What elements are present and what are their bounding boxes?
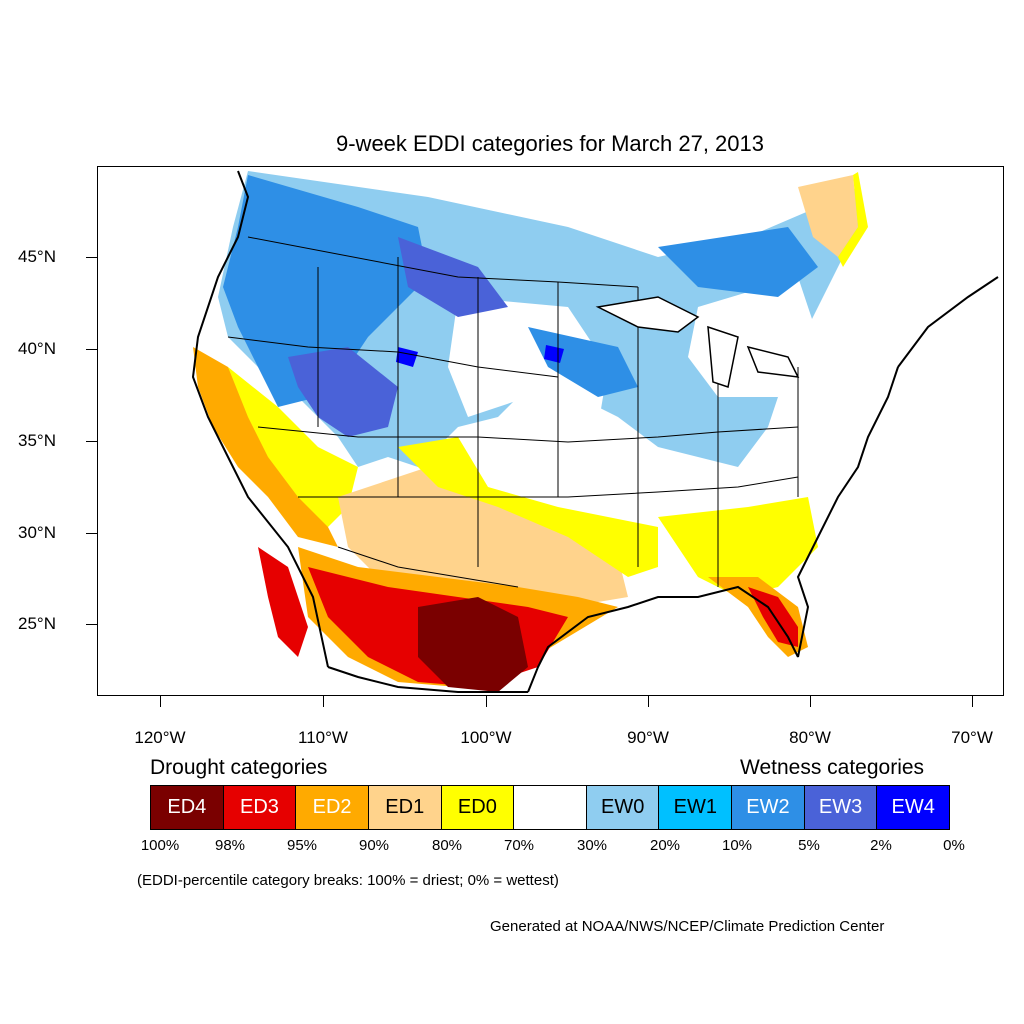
lat-tick (86, 533, 97, 534)
legend-box-ed3: ED3 (223, 786, 297, 829)
legend-box-ed1: ED1 (368, 786, 442, 829)
pct-label: 30% (576, 837, 608, 854)
pct-label: 90% (358, 837, 390, 854)
pct-label: 95% (286, 837, 318, 854)
lat-label-40: 40°N (18, 339, 56, 358)
dry-baja-ed3 (258, 547, 308, 657)
wet-upper-midwest (528, 327, 638, 397)
legend-box-neutral (514, 786, 587, 829)
drought-heading: Drought categories (150, 756, 328, 779)
pct-label: 80% (431, 837, 463, 854)
wet-montana (398, 237, 508, 317)
lon-label-100: 100°W (460, 728, 512, 747)
lon-tick (160, 696, 161, 707)
wet-rockies (288, 347, 398, 437)
wet-core-2 (544, 345, 564, 363)
pct-label: 98% (214, 837, 246, 854)
lon-tick (648, 696, 649, 707)
coastline (191, 170, 999, 693)
map-title: 9-week EDDI categories for March 27, 201… (336, 131, 764, 156)
dry-southwest (338, 467, 628, 607)
pct-label: 70% (503, 837, 535, 854)
dry-se-yellow (658, 497, 818, 597)
wetness-heading: Wetness categories (740, 756, 925, 779)
legend-bar: ED4 ED3 ED2 ED1 ED0 EW0 EW1 EW2 EW3 EW4 (150, 785, 950, 830)
dry-southern-yellow (398, 437, 658, 577)
lat-label-45: 45°N (18, 247, 56, 266)
lon-tick (972, 696, 973, 707)
credit-line: Generated at NOAA/NWS/NCEP/Climate Predi… (490, 918, 885, 935)
lon-tick (810, 696, 811, 707)
wet-ontario (658, 227, 818, 297)
pct-label: 100% (140, 837, 180, 854)
pct-label: 10% (721, 837, 753, 854)
legend-box-ew1: EW1 (659, 786, 733, 829)
lon-label-110: 110°W (298, 728, 348, 747)
lon-label-120: 120°W (134, 728, 186, 747)
great-lakes (595, 296, 800, 388)
pct-label: 2% (870, 837, 892, 854)
legend-box-ew2: EW2 (732, 786, 805, 829)
dry-california-yellow (228, 367, 358, 527)
pct-label: 20% (649, 837, 681, 854)
lon-label-70: 70°W (951, 728, 993, 747)
wet-core-1 (396, 347, 418, 367)
legend-box-ew4: EW4 (877, 786, 950, 829)
pct-label: 0% (943, 837, 965, 854)
legend-box-ed4: ED4 (151, 786, 224, 829)
wet-nw-region (223, 175, 428, 407)
lat-tick (86, 624, 97, 625)
lat-tick (86, 257, 97, 258)
legend-box-ed2: ED2 (296, 786, 369, 829)
lat-label-35: 35°N (18, 431, 56, 450)
legend-box-ed0: ED0 (441, 786, 515, 829)
lat-tick (86, 441, 97, 442)
lon-tick (323, 696, 324, 707)
breaks-note: (EDDI-percentile category breaks: 100% =… (137, 872, 559, 889)
eddi-map (97, 166, 1004, 696)
dry-texas-ed4 (418, 597, 528, 692)
lon-tick (486, 696, 487, 707)
lon-label-80: 80°W (789, 728, 831, 747)
legend-box-ew0: EW0 (586, 786, 660, 829)
lat-tick (86, 349, 97, 350)
political-borders (227, 236, 799, 588)
map-canvas (191, 170, 999, 693)
pct-label: 5% (798, 837, 820, 854)
lon-label-90: 90°W (627, 728, 669, 747)
dry-quebec (798, 175, 858, 257)
legend-box-ew3: EW3 (804, 786, 878, 829)
neutral-plains (448, 297, 608, 427)
dry-quebec-edge (838, 172, 868, 267)
lat-label-25: 25°N (18, 614, 56, 633)
lat-label-30: 30°N (18, 523, 56, 542)
